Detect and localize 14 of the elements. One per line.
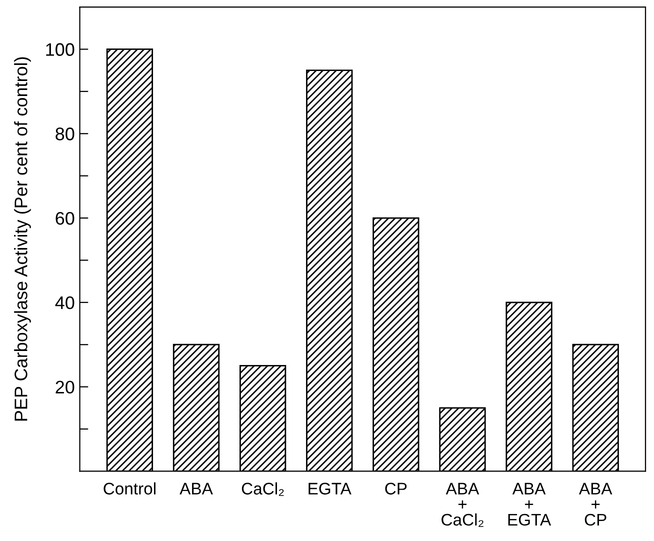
x-tick-label: ABA + CaCl₂: [442, 482, 484, 527]
x-tick-label: EGTA: [308, 482, 352, 495]
x-tick-label: CP: [385, 482, 407, 495]
x-tick-label: ABA: [180, 482, 213, 494]
y-tick-label: 60: [56, 212, 74, 225]
x-tick-label: Control: [104, 482, 156, 495]
x-tick-label: ABA + EGTA: [508, 482, 552, 526]
x-tick-label: ABA + CP: [578, 482, 612, 526]
x-tick-label: CaCl₂: [242, 482, 284, 496]
y-tick-label: 80: [56, 128, 74, 140]
y-tick-label: 20: [56, 380, 74, 394]
y-axis-title: PEP Carboxylase Activity (Per cent of control): [14, 57, 31, 421]
y-tick-label: 40: [55, 296, 74, 310]
y-tick-label: 100: [46, 43, 74, 56]
